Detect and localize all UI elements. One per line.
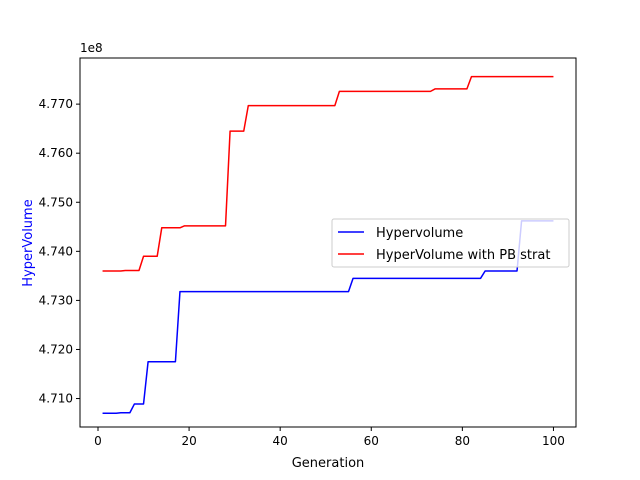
- y-tick-label: 4.710: [39, 392, 73, 406]
- plot-frame: [79, 57, 577, 428]
- x-tick-label: 20: [181, 434, 196, 448]
- y-tick-label: 4.770: [39, 97, 73, 111]
- y-tick-label: 4.720: [39, 342, 73, 356]
- y-tick-label: 4.750: [39, 195, 73, 209]
- x-tick-label: 0: [94, 434, 102, 448]
- x-tick-label: 80: [455, 434, 470, 448]
- x-tick-label: 40: [273, 434, 288, 448]
- y-axis: 4.710 4.720 4.730 4.740 4.750 4.760 4.770: [39, 97, 80, 406]
- series-line-2: [102, 75, 554, 272]
- x-tick-label: 100: [542, 434, 565, 448]
- y-tick-label: 4.760: [39, 146, 73, 160]
- x-axis-label: Generation: [292, 456, 365, 471]
- y-offset-text: 1e8: [80, 41, 103, 55]
- y-tick-label: 4.740: [39, 244, 73, 258]
- series-line-1: [102, 220, 554, 415]
- y-axis-label: HyperVolume: [21, 199, 36, 286]
- legend: Hypervolume HyperVolume with PB strat: [331, 218, 570, 268]
- legend-box: [331, 218, 570, 268]
- x-axis: 0 20 40 60 80 100: [94, 427, 565, 448]
- legend-label-1: Hypervolume: [376, 226, 463, 241]
- x-tick-label: 60: [364, 434, 379, 448]
- legend-label-2: HyperVolume with PB strat: [376, 248, 550, 263]
- y-tick-label: 4.730: [39, 293, 73, 307]
- plot-lines: [102, 75, 554, 415]
